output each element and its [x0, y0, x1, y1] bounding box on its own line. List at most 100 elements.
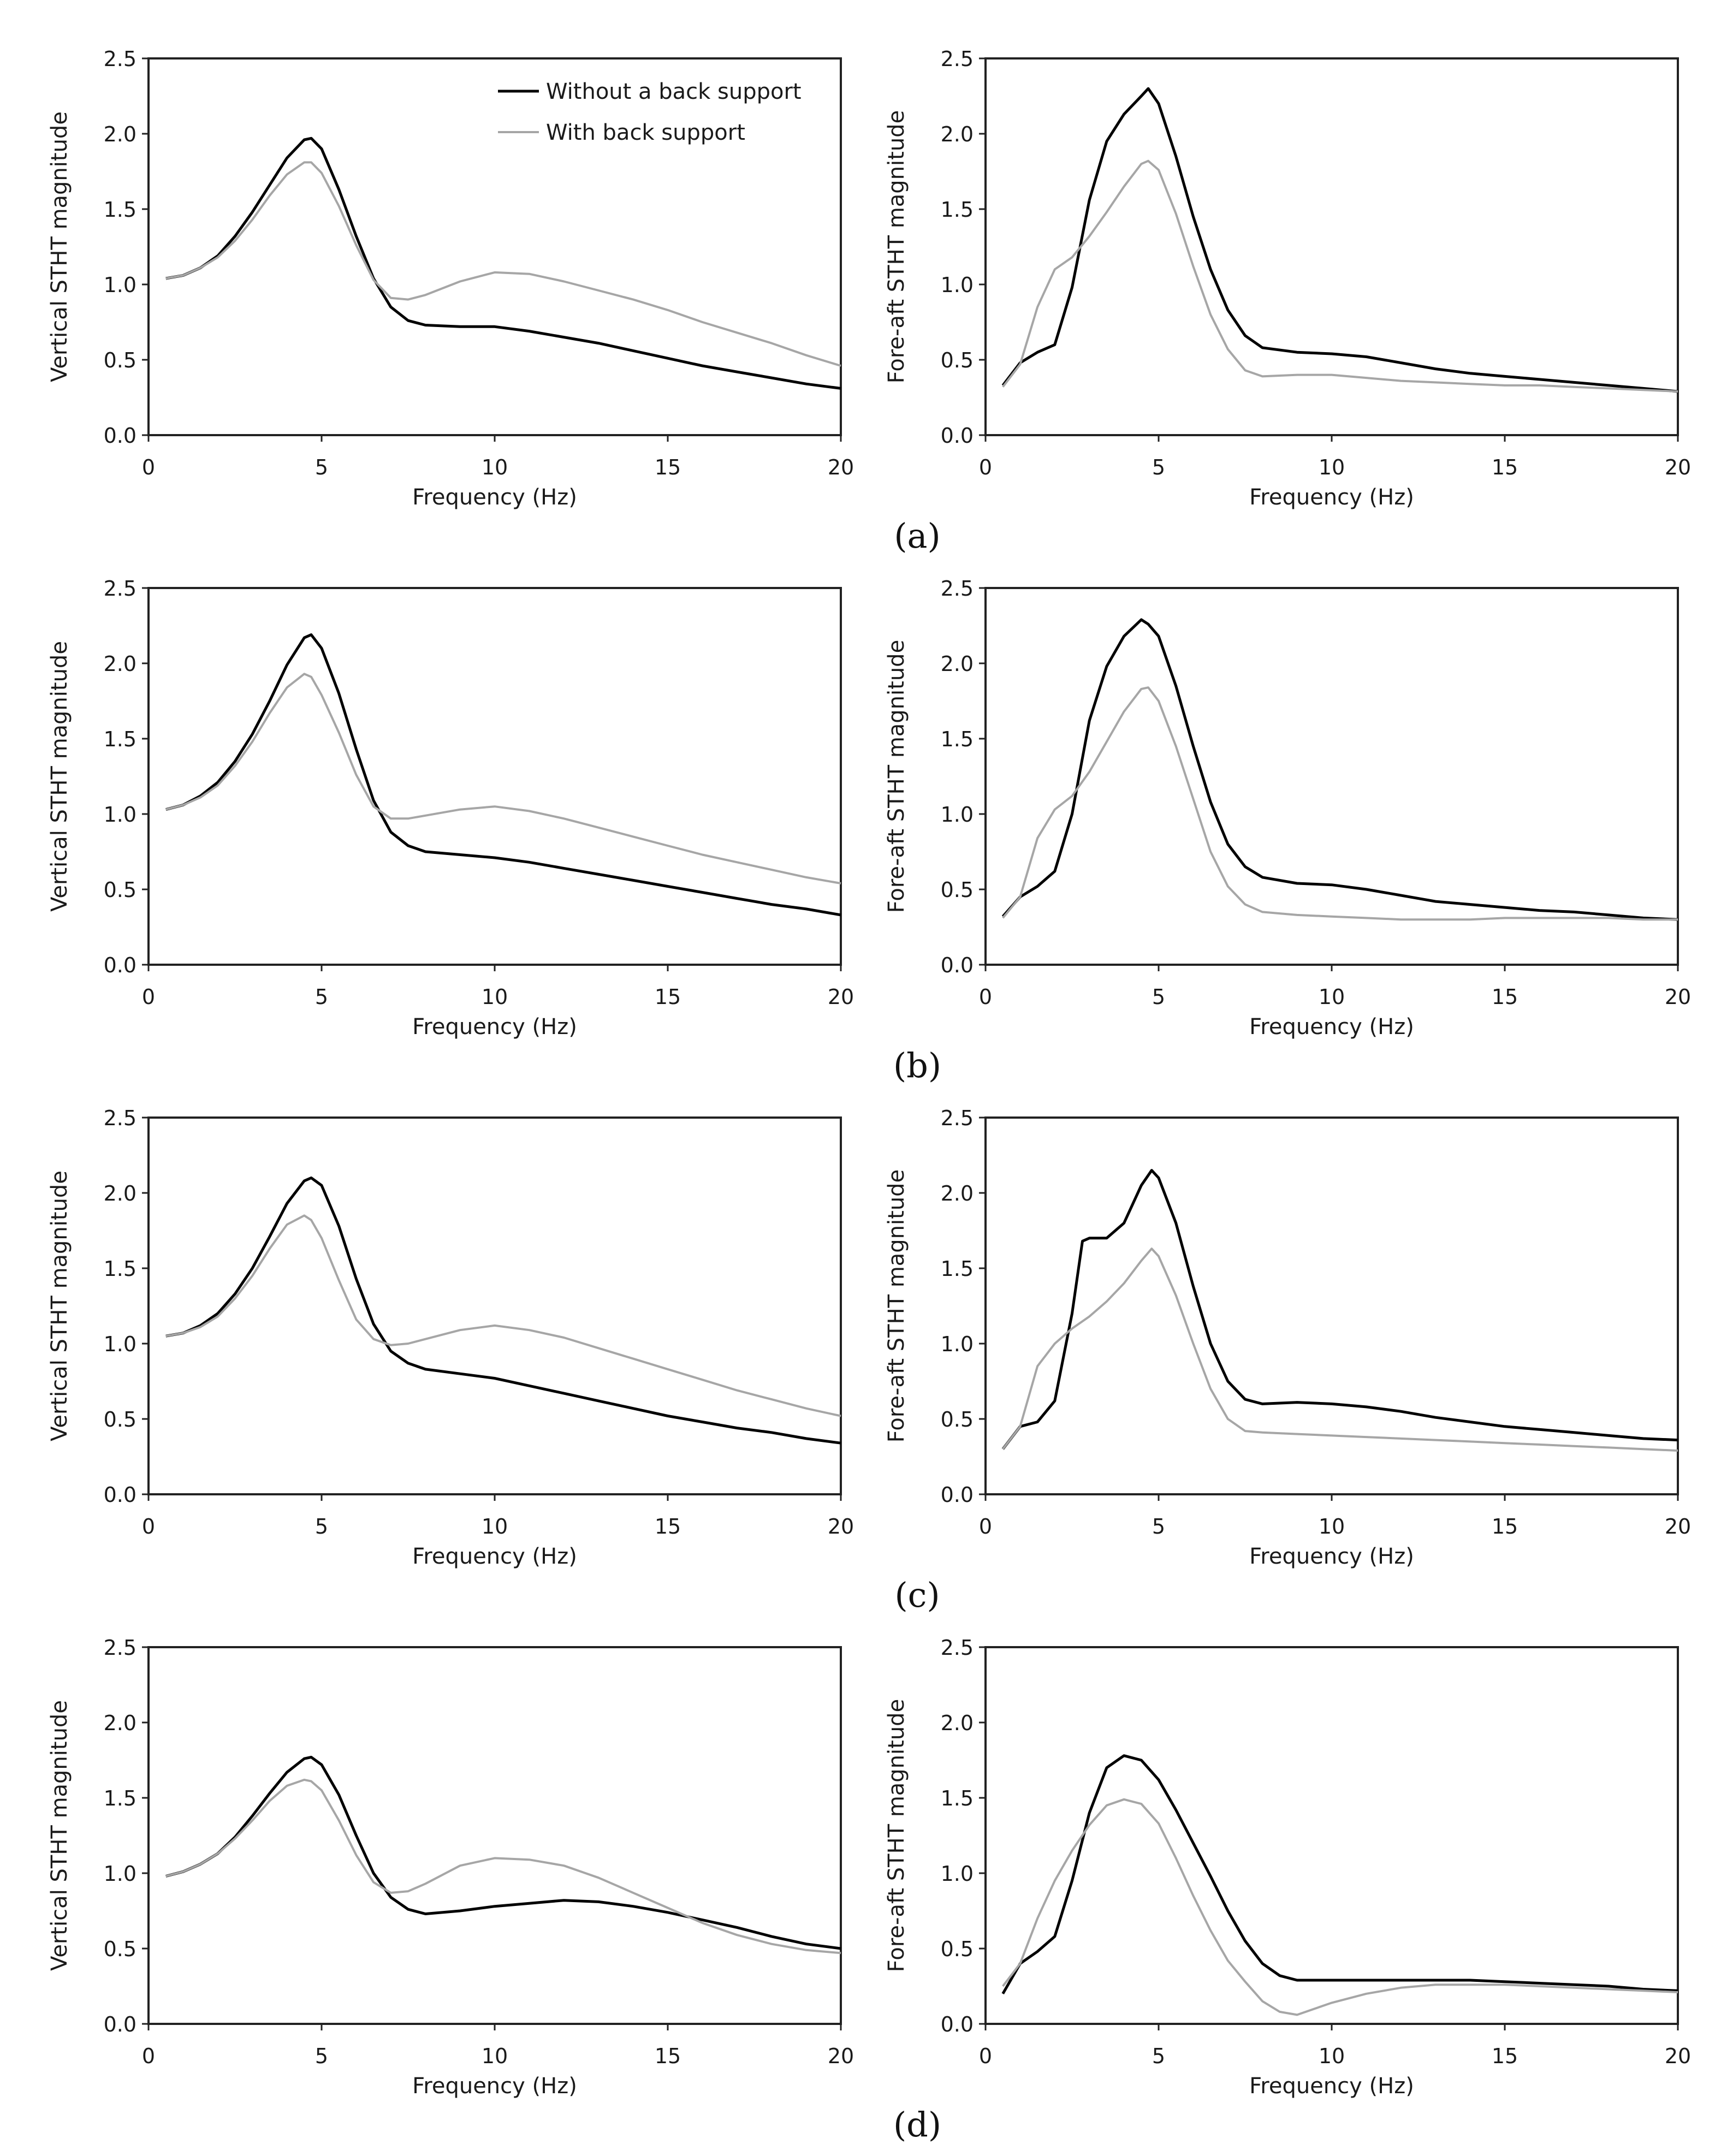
x-axis-label: Frequency (Hz): [412, 485, 577, 510]
y-tick-label: 0.0: [941, 2012, 974, 2036]
series-line-without-back-support: [165, 1756, 841, 1950]
x-tick-label: 5: [315, 985, 328, 1009]
x-tick-label: 10: [1319, 985, 1345, 1009]
y-tick-label: 1.5: [941, 1786, 974, 1810]
y-tick-label: 1.5: [104, 727, 137, 751]
x-tick-label: 0: [142, 2044, 155, 2068]
y-tick-label: 0.5: [941, 1937, 974, 1961]
x-tick-label: 0: [979, 985, 992, 1009]
x-tick-label: 10: [482, 1514, 508, 1539]
x-tick-label: 0: [979, 2044, 992, 2068]
series-line-without-back-support: [165, 633, 841, 917]
y-axis-label: Vertical STHT magnitude: [47, 1171, 72, 1441]
y-tick-label: 1.0: [104, 273, 137, 297]
y-tick-label: 2.0: [941, 1181, 974, 1205]
y-tick-label: 0.0: [104, 953, 137, 977]
chart-panels: 0.0 0.5 1.0 1.5 2.0 2.5 0 5 10 15 20 Frequency (Hz)…: [47, 47, 1691, 2099]
y-tick-label: 2.5: [941, 577, 974, 601]
y-tick-label: 2.0: [104, 1181, 137, 1205]
series-line-with-back-support: [165, 1214, 841, 1417]
y-axis-label: Fore-aft STHT magnitude: [884, 1169, 909, 1442]
x-axis-label: Frequency (Hz): [1249, 1544, 1414, 1569]
y-tick-label: 1.0: [941, 273, 974, 297]
y-tick-label: 2.0: [104, 122, 137, 146]
y-tick-label: 1.0: [104, 1332, 137, 1356]
series-line-without-back-support: [165, 136, 841, 390]
y-tick-label: 0.0: [104, 2012, 137, 2036]
caption-a: (a): [894, 516, 940, 556]
x-tick-label: 5: [315, 1514, 328, 1539]
series-line-with-back-support: [165, 673, 841, 884]
chart-b-left: 0.0 0.5 1.0 1.5 2.0 2.5 0 5 10 15 20 Frequency (Hz)…: [47, 577, 854, 1040]
x-tick-label: 20: [1665, 2044, 1691, 2068]
legend: Without a back support With back support: [498, 79, 802, 145]
y-tick-label: 0.5: [104, 1407, 137, 1432]
y-tick-label: 2.5: [104, 1106, 137, 1130]
x-tick-label: 15: [1492, 1514, 1518, 1539]
chart-a-right: 0.0 0.5 1.0 1.5 2.0 2.5 0 5 10 15 20 Frequency (Hz)…: [884, 47, 1691, 510]
x-axis-label: Frequency (Hz): [412, 2074, 577, 2099]
y-tick-label: 0.0: [941, 1483, 974, 1507]
x-tick-label: 20: [1665, 985, 1691, 1009]
x-tick-label: 20: [828, 985, 854, 1009]
y-tick-label: 0.5: [941, 1407, 974, 1432]
x-tick-label: 0: [142, 985, 155, 1009]
y-tick-label: 1.0: [941, 1862, 974, 1886]
y-tick-label: 2.0: [104, 1711, 137, 1735]
y-tick-label: 2.5: [941, 47, 974, 71]
x-tick-label: 20: [828, 2044, 854, 2068]
x-tick-label: 0: [142, 455, 155, 479]
x-tick-label: 15: [1492, 455, 1518, 479]
y-tick-label: 0.5: [104, 1937, 137, 1961]
y-tick-label: 1.0: [941, 803, 974, 827]
y-tick-label: 2.5: [104, 1636, 137, 1660]
x-tick-label: 20: [828, 1514, 854, 1539]
series-line-with-back-support: [165, 1778, 841, 1955]
y-tick-label: 1.5: [941, 727, 974, 751]
y-axis-label: Vertical STHT magnitude: [47, 1700, 72, 1971]
x-tick-label: 0: [979, 1514, 992, 1539]
y-tick-label: 0.5: [941, 348, 974, 372]
x-tick-label: 10: [482, 985, 508, 1009]
chart-b-right: 0.0 0.5 1.0 1.5 2.0 2.5 0 5 10 15 20 Frequency (Hz)…: [884, 577, 1691, 1040]
x-tick-label: 5: [1152, 2044, 1165, 2068]
x-tick-label: 5: [1152, 1514, 1165, 1539]
figure-captions: (a) (b) (c) (d): [893, 516, 941, 2145]
y-tick-label: 0.0: [104, 1483, 137, 1507]
series-line-with-back-support: [1002, 159, 1678, 393]
caption-d: (d): [893, 2105, 941, 2145]
y-tick-label: 2.0: [941, 1711, 974, 1735]
legend-label: With back support: [546, 120, 745, 145]
series-line-with-back-support: [1002, 1248, 1678, 1452]
chart-d-left: 0.0 0.5 1.0 1.5 2.0 2.5 0 5 10 15 20 Frequency (Hz)…: [47, 1636, 854, 2099]
x-tick-label: 10: [482, 455, 508, 479]
x-tick-label: 20: [1665, 1514, 1691, 1539]
y-tick-label: 0.0: [104, 424, 137, 448]
series-line-without-back-support: [165, 1176, 841, 1445]
legend-label: Without a back support: [546, 79, 802, 104]
x-axis-label: Frequency (Hz): [1249, 1014, 1414, 1040]
caption-c: (c): [894, 1575, 940, 1615]
series-line-without-back-support: [1001, 1754, 1678, 1995]
y-axis-label: Vertical STHT magnitude: [47, 111, 72, 382]
series-line-without-back-support: [1001, 1169, 1678, 1450]
y-tick-label: 1.5: [104, 198, 137, 222]
x-tick-label: 10: [1319, 2044, 1345, 2068]
y-tick-label: 1.5: [941, 1257, 974, 1281]
x-tick-label: 15: [655, 985, 681, 1009]
x-tick-label: 15: [655, 455, 681, 479]
y-axis-label: Vertical STHT magnitude: [47, 641, 72, 912]
x-tick-label: 15: [1492, 985, 1518, 1009]
chart-c-right: 0.0 0.5 1.0 1.5 2.0 2.5 0 5 10 15 20 Frequency (Hz)…: [884, 1106, 1691, 1569]
series-line-without-back-support: [1001, 618, 1678, 921]
x-axis-label: Frequency (Hz): [412, 1014, 577, 1040]
x-tick-label: 15: [655, 2044, 681, 2068]
y-tick-label: 1.5: [104, 1257, 137, 1281]
x-tick-label: 5: [1152, 455, 1165, 479]
x-axis-label: Frequency (Hz): [412, 1544, 577, 1569]
y-axis-label: Fore-aft STHT magnitude: [884, 1699, 909, 1972]
x-tick-label: 20: [1665, 455, 1691, 479]
y-tick-label: 1.0: [941, 1332, 974, 1356]
y-tick-label: 1.5: [941, 198, 974, 222]
y-axis-label: Fore-aft STHT magnitude: [884, 110, 909, 383]
